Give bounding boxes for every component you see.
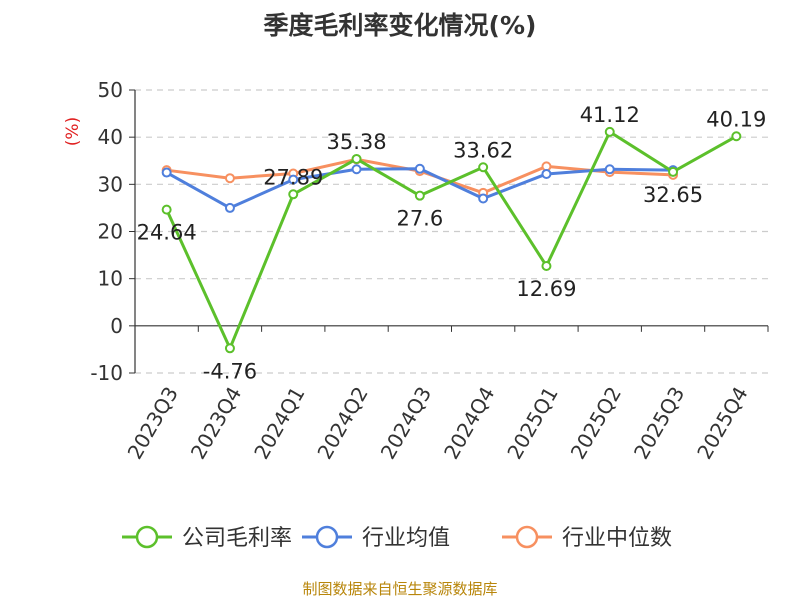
y-tick-label: 0	[110, 314, 123, 338]
data-point	[288, 189, 299, 200]
data-label: 27.89	[263, 165, 323, 189]
y-tick-label: -10	[90, 361, 123, 385]
data-label: -4.76	[203, 359, 257, 383]
data-label: 24.64	[137, 221, 197, 245]
data-point	[351, 153, 362, 164]
y-tick-label: 50	[98, 78, 123, 102]
x-tick-label: 2024Q4	[439, 383, 499, 464]
y-axis-label: (%)	[63, 117, 83, 146]
data-point	[478, 193, 489, 204]
data-label: 41.12	[580, 103, 640, 127]
x-tick-label: 2024Q3	[376, 383, 436, 464]
y-tick-label: 40	[98, 125, 123, 149]
x-tick-label: 2025Q2	[566, 383, 626, 464]
data-point	[414, 163, 425, 174]
data-label: 12.69	[516, 277, 576, 301]
legend-marker	[315, 525, 339, 549]
data-point	[224, 343, 235, 354]
x-tick-label: 2024Q1	[249, 383, 309, 464]
data-label: 32.65	[643, 183, 703, 207]
data-source-note: 制图数据来自恒生聚源数据库	[302, 580, 498, 598]
data-point	[541, 168, 552, 179]
series-line	[165, 130, 738, 350]
y-tick-label: 10	[98, 267, 123, 291]
data-point	[224, 202, 235, 213]
x-tick-label: 2024Q2	[312, 383, 372, 464]
data-point	[541, 260, 552, 271]
legend: 公司毛利率 行业均值 行业中位数	[122, 525, 672, 551]
legend-label: 行业均值	[362, 526, 450, 551]
y-tick-label: 30	[98, 172, 123, 196]
data-point	[351, 164, 362, 175]
data-label: 40.19	[706, 107, 766, 131]
chart-title: 季度毛利率变化情况(%)	[263, 11, 537, 40]
data-point	[731, 131, 742, 142]
legend-label: 行业中位数	[562, 526, 672, 551]
x-tick-label: 2025Q3	[629, 383, 689, 464]
x-tick-label: 2025Q1	[502, 383, 562, 464]
x-tick-label: 2025Q4	[692, 383, 752, 464]
data-point	[224, 173, 235, 184]
data-label: 35.38	[326, 130, 386, 154]
legend-marker	[515, 525, 539, 549]
data-point	[478, 162, 489, 173]
y-tick-label: 20	[98, 220, 123, 244]
data-point	[604, 164, 615, 175]
series-lines	[161, 126, 742, 354]
data-point	[288, 174, 299, 185]
x-tick-label: 2023Q4	[186, 383, 246, 464]
data-label: 33.62	[453, 138, 513, 162]
data-point	[414, 190, 425, 201]
data-point	[668, 166, 679, 177]
data-point	[161, 167, 172, 178]
x-tick-label: 2023Q3	[123, 383, 183, 464]
data-label: 27.6	[396, 207, 443, 231]
legend-label: 公司毛利率	[182, 526, 292, 551]
data-point	[604, 126, 615, 137]
data-point	[161, 204, 172, 215]
legend-marker	[135, 525, 159, 549]
